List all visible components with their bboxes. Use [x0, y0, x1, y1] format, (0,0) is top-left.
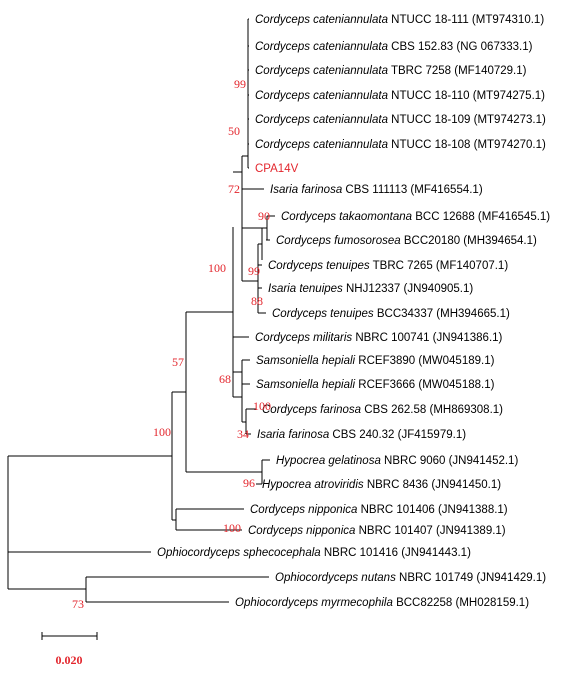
taxon-species-name: Samsoniella hepiali: [256, 355, 356, 367]
taxon-strain: CPA14V: [255, 163, 299, 175]
scale-bar: 0.020: [41, 632, 98, 667]
taxon-species-name: Cordyceps tenuipes: [272, 308, 374, 320]
taxon-species-name: Cordyceps cateniannulata: [255, 90, 388, 102]
tree-branches: [7, 18, 275, 603]
taxon-label: Cordyceps cateniannulata NTUCC 18-109 (M…: [255, 114, 546, 126]
taxon-strain: NTUCC 18-109 (MT974273.1): [388, 114, 546, 126]
taxon-species-name: Cordyceps fumosorosea: [276, 235, 401, 247]
bootstrap-value: 68: [219, 372, 231, 386]
bootstrap-value: 99: [248, 264, 260, 278]
taxon-label: Hypocrea gelatinosa NBRC 9060 (JN941452.…: [276, 455, 518, 467]
taxon-label: Cordyceps cateniannulata NTUCC 18-111 (M…: [255, 14, 544, 26]
taxon-species-name: Isaria farinosa: [270, 184, 342, 196]
bootstrap-value: 57: [172, 355, 184, 369]
bootstrap-value: 50: [228, 124, 240, 138]
taxon-species-name: Cordyceps nipponica: [250, 504, 357, 516]
taxon-strain: NBRC 8436 (JN941450.1): [364, 479, 502, 491]
taxon-species-name: Cordyceps farinosa: [262, 404, 361, 416]
taxon-label: Ophiocordyceps myrmecophila BCC82258 (MH…: [235, 597, 529, 609]
taxon-label: Cordyceps fumosorosea BCC20180 (MH394654…: [276, 235, 537, 247]
taxon-strain: CBS 240.32 (JF415979.1): [329, 429, 466, 441]
taxon-species-name: Cordyceps cateniannulata: [255, 139, 388, 151]
bootstrap-value: 100: [208, 261, 226, 275]
taxon-strain: NBRC 100741 (JN941386.1): [352, 332, 502, 344]
taxon-strain: NBRC 101749 (JN941429.1): [396, 572, 546, 584]
taxon-label: Isaria tenuipes NHJ12337 (JN940905.1): [268, 283, 473, 295]
taxon-label: Cordyceps nipponica NBRC 101406 (JN94138…: [250, 504, 508, 516]
taxon-label: Cordyceps tenuipes BCC34337 (MH394665.1): [272, 308, 510, 320]
taxon-species-name: Cordyceps cateniannulata: [255, 114, 388, 126]
taxon-label: Cordyceps nipponica NBRC 101407 (JN94138…: [248, 525, 506, 537]
taxon-species-name: Ophiocordyceps nutans: [275, 572, 396, 584]
scale-bar-value: 0.020: [56, 653, 83, 667]
taxon-species-name: Cordyceps nipponica: [248, 525, 355, 537]
taxon-label: Samsoniella hepiali RCEF3666 (MW045188.1…: [256, 379, 495, 391]
taxon-species-name: Hypocrea atroviridis: [262, 479, 364, 491]
taxon-label: Cordyceps cateniannulata NTUCC 18-108 (M…: [255, 139, 546, 151]
taxon-label: Cordyceps tenuipes TBRC 7265 (MF140707.1…: [268, 260, 508, 272]
taxon-strain: NBRC 101406 (JN941388.1): [357, 504, 507, 516]
taxon-label: Samsoniella hepiali RCEF3890 (MW045189.1…: [256, 355, 495, 367]
taxon-strain: BCC 12688 (MF416545.1): [412, 211, 550, 223]
taxon-species-name: Cordyceps cateniannulata: [255, 65, 388, 77]
taxon-species-name: Isaria farinosa: [257, 429, 329, 441]
taxon-species-name: Isaria tenuipes: [268, 283, 343, 295]
taxon-label: Cordyceps militaris NBRC 100741 (JN94138…: [255, 332, 503, 344]
taxon-species-name: Cordyceps cateniannulata: [255, 41, 388, 53]
taxon-label: Cordyceps cateniannulata CBS 152.83 (NG …: [255, 41, 533, 53]
taxon-label: Cordyceps farinosa CBS 262.58 (MH869308.…: [262, 404, 503, 416]
taxon-strain: BCC34337 (MH394665.1): [374, 308, 510, 320]
bootstrap-value: 72: [228, 182, 240, 196]
bootstrap-value: 96: [243, 476, 255, 490]
bootstrap-labels: 99 50 72 90 100 99 88 57 68 100 100 34 96 100 73: [72, 77, 271, 611]
taxon-strain: NTUCC 18-108 (MT974270.1): [388, 139, 546, 151]
bootstrap-value: 100: [153, 425, 171, 439]
taxon-strain: NBRC 9060 (JN941452.1): [381, 455, 519, 467]
taxon-species-name: Samsoniella hepiali: [256, 379, 356, 391]
taxon-strain: CBS 111113 (MF416554.1): [342, 184, 483, 196]
taxon-species-name: Cordyceps takaomontana: [281, 211, 412, 223]
taxon-strain: BCC82258 (MH028159.1): [393, 597, 529, 609]
taxon-strain: TBRC 7265 (MF140707.1): [370, 260, 509, 272]
bootstrap-value: 34: [237, 427, 249, 441]
bootstrap-value: 100: [223, 521, 241, 535]
taxon-label: Hypocrea atroviridis NBRC 8436 (JN941450…: [262, 479, 501, 491]
taxon-strain: RCEF3890 (MW045189.1): [355, 355, 495, 367]
taxon-strain: TBRC 7258 (MF140729.1): [388, 65, 527, 77]
taxon-strain: NHJ12337 (JN940905.1): [343, 283, 474, 295]
taxon-label: Cordyceps cateniannulata NTUCC 18-110 (M…: [255, 90, 545, 102]
taxon-strain: RCEF3666 (MW045188.1): [355, 379, 495, 391]
taxon-species-name: Ophiocordyceps sphecocephala: [157, 547, 321, 559]
taxon-label: Cordyceps cateniannulata TBRC 7258 (MF14…: [255, 65, 527, 77]
taxon-label: Ophiocordyceps sphecocephala NBRC 101416…: [157, 547, 471, 559]
taxon-strain: NBRC 101416 (JN941443.1): [321, 547, 471, 559]
taxon-strain: BCC20180 (MH394654.1): [401, 235, 537, 247]
bootstrap-value: 99: [234, 77, 246, 91]
taxon-species-name: Ophiocordyceps myrmecophila: [235, 597, 393, 609]
taxon-label: Isaria farinosa CBS 111113 (MF416554.1): [270, 184, 483, 196]
taxon-species-name: Cordyceps militaris: [255, 332, 352, 344]
taxon-labels: Cordyceps cateniannulata NTUCC 18-111 (M…: [157, 14, 550, 609]
taxon-species-name: Cordyceps tenuipes: [268, 260, 370, 272]
taxon-label: CPA14V: [255, 163, 299, 175]
taxon-strain: CBS 152.83 (NG 067333.1): [388, 41, 533, 53]
taxon-label: Ophiocordyceps nutans NBRC 101749 (JN941…: [275, 572, 546, 584]
taxon-species-name: Hypocrea gelatinosa: [276, 455, 381, 467]
bootstrap-value: 88: [251, 294, 263, 308]
taxon-strain: CBS 262.58 (MH869308.1): [361, 404, 503, 416]
taxon-strain: NTUCC 18-111 (MT974310.1): [388, 14, 544, 26]
taxon-strain: NTUCC 18-110 (MT974275.1): [388, 90, 545, 102]
bootstrap-value: 90: [258, 209, 270, 223]
bootstrap-value: 100: [253, 399, 271, 413]
bootstrap-value: 73: [72, 597, 84, 611]
taxon-label: Cordyceps takaomontana BCC 12688 (MF4165…: [281, 211, 550, 223]
taxon-species-name: Cordyceps cateniannulata: [255, 14, 388, 26]
taxon-strain: NBRC 101407 (JN941389.1): [355, 525, 505, 537]
taxon-label: Isaria farinosa CBS 240.32 (JF415979.1): [257, 429, 466, 441]
